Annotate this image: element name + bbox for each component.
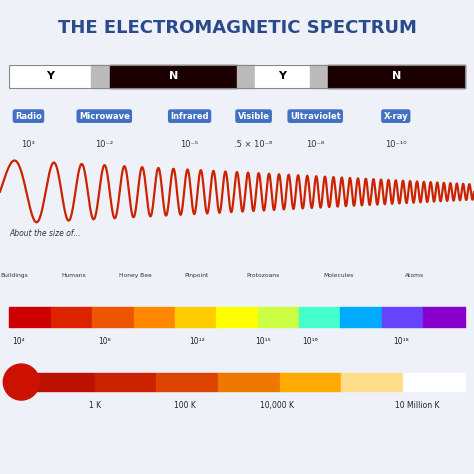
Circle shape — [3, 364, 39, 400]
Bar — [310, 65, 328, 88]
Bar — [423, 307, 465, 327]
Bar — [95, 373, 156, 391]
Text: Honey Bee: Honey Bee — [118, 273, 152, 278]
Text: 10⁴: 10⁴ — [13, 337, 25, 346]
Text: Y: Y — [46, 71, 55, 82]
Text: Ultraviolet: Ultraviolet — [290, 112, 341, 120]
Text: 1 K: 1 K — [89, 401, 101, 410]
Text: Infrared: Infrared — [170, 112, 209, 120]
Text: Humans: Humans — [61, 273, 86, 278]
Bar — [255, 65, 310, 88]
Bar — [134, 307, 175, 327]
Bar — [328, 65, 465, 88]
Bar — [33, 373, 95, 391]
Text: 10⁻²: 10⁻² — [95, 140, 113, 149]
Text: Visible: Visible — [237, 112, 270, 120]
Text: 10,000 K: 10,000 K — [260, 401, 294, 410]
Text: Y: Y — [279, 71, 286, 82]
Bar — [218, 373, 280, 391]
Text: 10 Million K: 10 Million K — [395, 401, 439, 410]
Text: .5 × 10⁻⁶: .5 × 10⁻⁶ — [235, 140, 273, 149]
Bar — [9, 65, 91, 88]
Bar — [156, 373, 218, 391]
Bar — [9, 65, 465, 88]
Text: X-ray: X-ray — [383, 112, 408, 120]
Text: 10¹⁵: 10¹⁵ — [255, 337, 271, 346]
Bar — [9, 307, 51, 327]
Text: 10¹⁸: 10¹⁸ — [393, 337, 408, 346]
Text: 10¹²: 10¹² — [189, 337, 205, 346]
Text: Microwave: Microwave — [79, 112, 130, 120]
Text: About the size of...: About the size of... — [9, 229, 81, 237]
Text: 100 K: 100 K — [174, 401, 196, 410]
Text: 10⁸: 10⁸ — [98, 337, 110, 346]
Text: N: N — [392, 71, 401, 82]
Bar — [175, 307, 216, 327]
Bar — [91, 65, 109, 88]
Text: Molecules: Molecules — [324, 273, 354, 278]
Bar — [299, 307, 340, 327]
Text: 10⁻¹⁰: 10⁻¹⁰ — [385, 140, 407, 149]
Text: 10⁻⁸: 10⁻⁸ — [306, 140, 324, 149]
Text: THE ELECTROMAGNETIC SPECTRUM: THE ELECTROMAGNETIC SPECTRUM — [57, 19, 417, 37]
Text: Protozoans: Protozoans — [246, 273, 280, 278]
Bar — [258, 307, 299, 327]
Bar — [109, 65, 237, 88]
Text: Buildings: Buildings — [0, 273, 28, 278]
Text: Atoms: Atoms — [405, 273, 424, 278]
Bar — [237, 65, 255, 88]
Text: 10⁻⁵: 10⁻⁵ — [181, 140, 199, 149]
Bar — [92, 307, 134, 327]
Text: Pinpoint: Pinpoint — [184, 273, 209, 278]
Bar — [216, 307, 258, 327]
Bar — [403, 373, 465, 391]
Bar — [340, 307, 382, 327]
Text: Radio: Radio — [15, 112, 42, 120]
Bar — [382, 307, 423, 327]
Bar — [341, 373, 403, 391]
Text: 10¹⁶: 10¹⁶ — [302, 337, 319, 346]
Bar — [51, 307, 92, 327]
Bar — [280, 373, 341, 391]
Text: N: N — [169, 71, 178, 82]
Text: 10³: 10³ — [21, 140, 36, 149]
